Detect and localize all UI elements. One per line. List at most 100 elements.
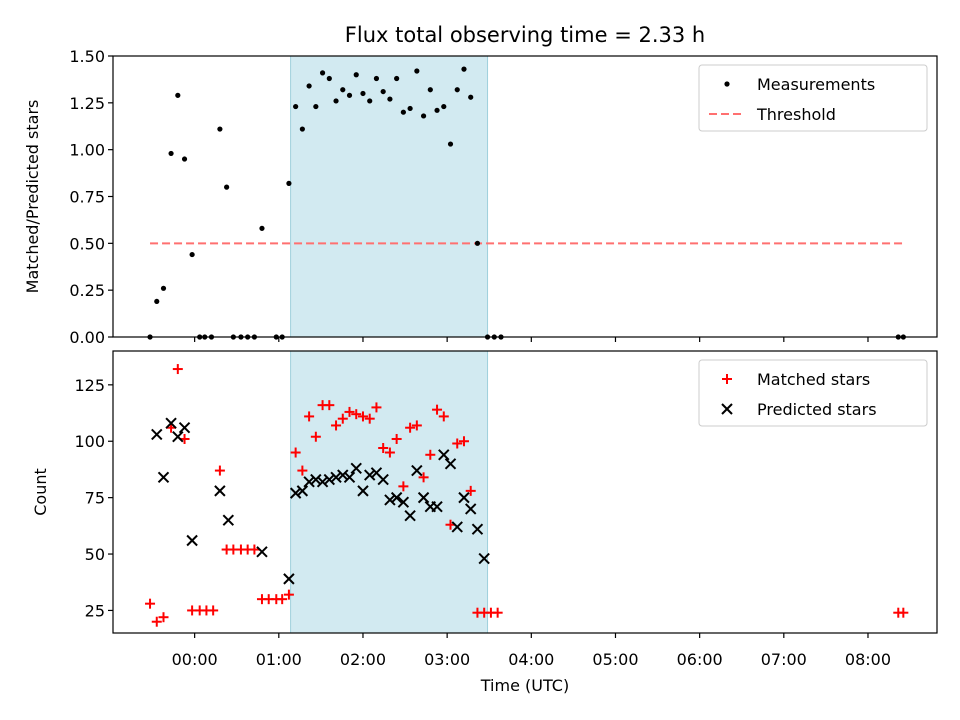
legend: Matched stars Predicted stars [698,359,928,427]
measurement-point [434,107,440,113]
measurement-point [160,285,167,291]
measurement-point [420,113,427,119]
matched-star-point [458,436,469,447]
measurement-point [319,70,326,76]
y-tick-label: 50 [85,545,105,564]
legend-label: Predicted stars [757,400,877,419]
matched-star-point [297,465,308,476]
axes-frame [112,350,938,634]
predicted-star-point [465,503,477,515]
matched-star-point [425,449,436,460]
matched-star-point [310,431,321,442]
matched-star-point [304,411,315,422]
matched-star-point [357,411,368,422]
matched-star-point [351,409,362,420]
predicted-star-point [310,473,322,486]
matched-star-point [344,406,355,417]
measurement-point [468,94,474,100]
matched-star-point [371,402,382,413]
y-tick-label: 100 [74,432,105,451]
measurement-point [367,98,373,104]
matched-star-point [391,433,402,444]
measurement-point [154,298,160,305]
y-tick-label: 0.00 [69,328,105,347]
predicted-star-point [417,491,430,504]
measurement-point [407,105,413,112]
measurement-point [441,103,447,110]
x-tick-label: 03:00 [424,650,470,669]
predicted-star-point [157,471,170,484]
matched-star-point [898,607,909,618]
measurement-point [353,72,359,78]
predicted-star-point [323,473,336,486]
measurement-point [286,180,292,186]
measurement-point [293,103,299,110]
predicted-star-point [165,417,177,429]
measurement-point [400,109,406,115]
predicted-star-point [364,469,376,481]
matched-star-point [151,616,162,627]
y-tick-label: 125 [74,376,105,395]
predicted-star-point [471,523,484,535]
matched-star-point [465,485,476,496]
legend-label: Threshold [756,105,836,124]
x-axis-label: Time (UTC) [480,676,569,695]
observing-interval-shade [290,350,489,634]
x-tick-label: 04:00 [508,650,554,669]
matched-star-point [249,544,260,555]
matched-star-point [384,447,395,458]
measurement-point [447,141,454,147]
matched-star-point [337,413,348,424]
y-tick-label: 0.50 [69,234,105,253]
matched-star-point [214,465,225,476]
measurement-point [414,68,420,74]
matched-star-point [418,472,429,483]
predicted-star-point [384,494,396,506]
measurement-point [326,75,332,82]
predicted-star-point [296,485,309,497]
measurement-point [299,126,305,132]
predicted-star-point [172,431,184,443]
matched-star-point [172,364,183,375]
measurement-point [380,88,386,95]
matched-star-point [364,413,375,424]
x-tick-label: 01:00 [256,650,302,669]
x-tick-label: 02:00 [340,650,386,669]
x-tick-label: 06:00 [677,650,723,669]
matched-star-point [145,598,156,609]
measurement-point [259,225,265,231]
y-axis-label: Count [31,468,50,516]
y-tick-label: 0.75 [69,188,105,207]
matched-star-point [158,612,169,623]
predicted-star-point [222,514,235,526]
predicted-star-point [438,449,450,461]
legend-marker [724,81,730,87]
x-axis-ticks: 00:00 01:00 02:00 03:00 04:00 05:00 06:00 07:00… [172,650,891,669]
measurement-point [224,184,230,190]
measurement-point [373,75,380,82]
y-tick-label: 1.50 [69,47,105,66]
predicted-star-point [186,534,198,547]
x-tick-label: 07:00 [761,650,807,669]
predicted-star-point [289,487,302,499]
legend-label: Measurements [757,75,875,94]
y-tick-label: 1.00 [69,141,105,160]
matched-star-point [331,420,342,431]
x-tick-label: 08:00 [845,650,891,669]
ratio-panel: 0.00 0.25 0.50 0.75 1.00 1.25 1.50 Matched/Pred… [23,47,938,347]
predicted-star-point [178,421,191,434]
matched-star-point [398,481,409,492]
measurement-point [461,66,467,72]
predicted-star-point [337,469,349,481]
measurement-point [346,92,353,98]
matched-star-point [438,411,449,422]
predicted-star-point [377,473,389,486]
legend-box [698,64,928,132]
matched-star-point [405,422,416,433]
measurements-series [147,66,906,340]
matched-star-point [432,404,443,415]
measurement-point [427,87,433,93]
predicted-star-point [316,476,329,488]
predicted-star-point [451,521,463,533]
